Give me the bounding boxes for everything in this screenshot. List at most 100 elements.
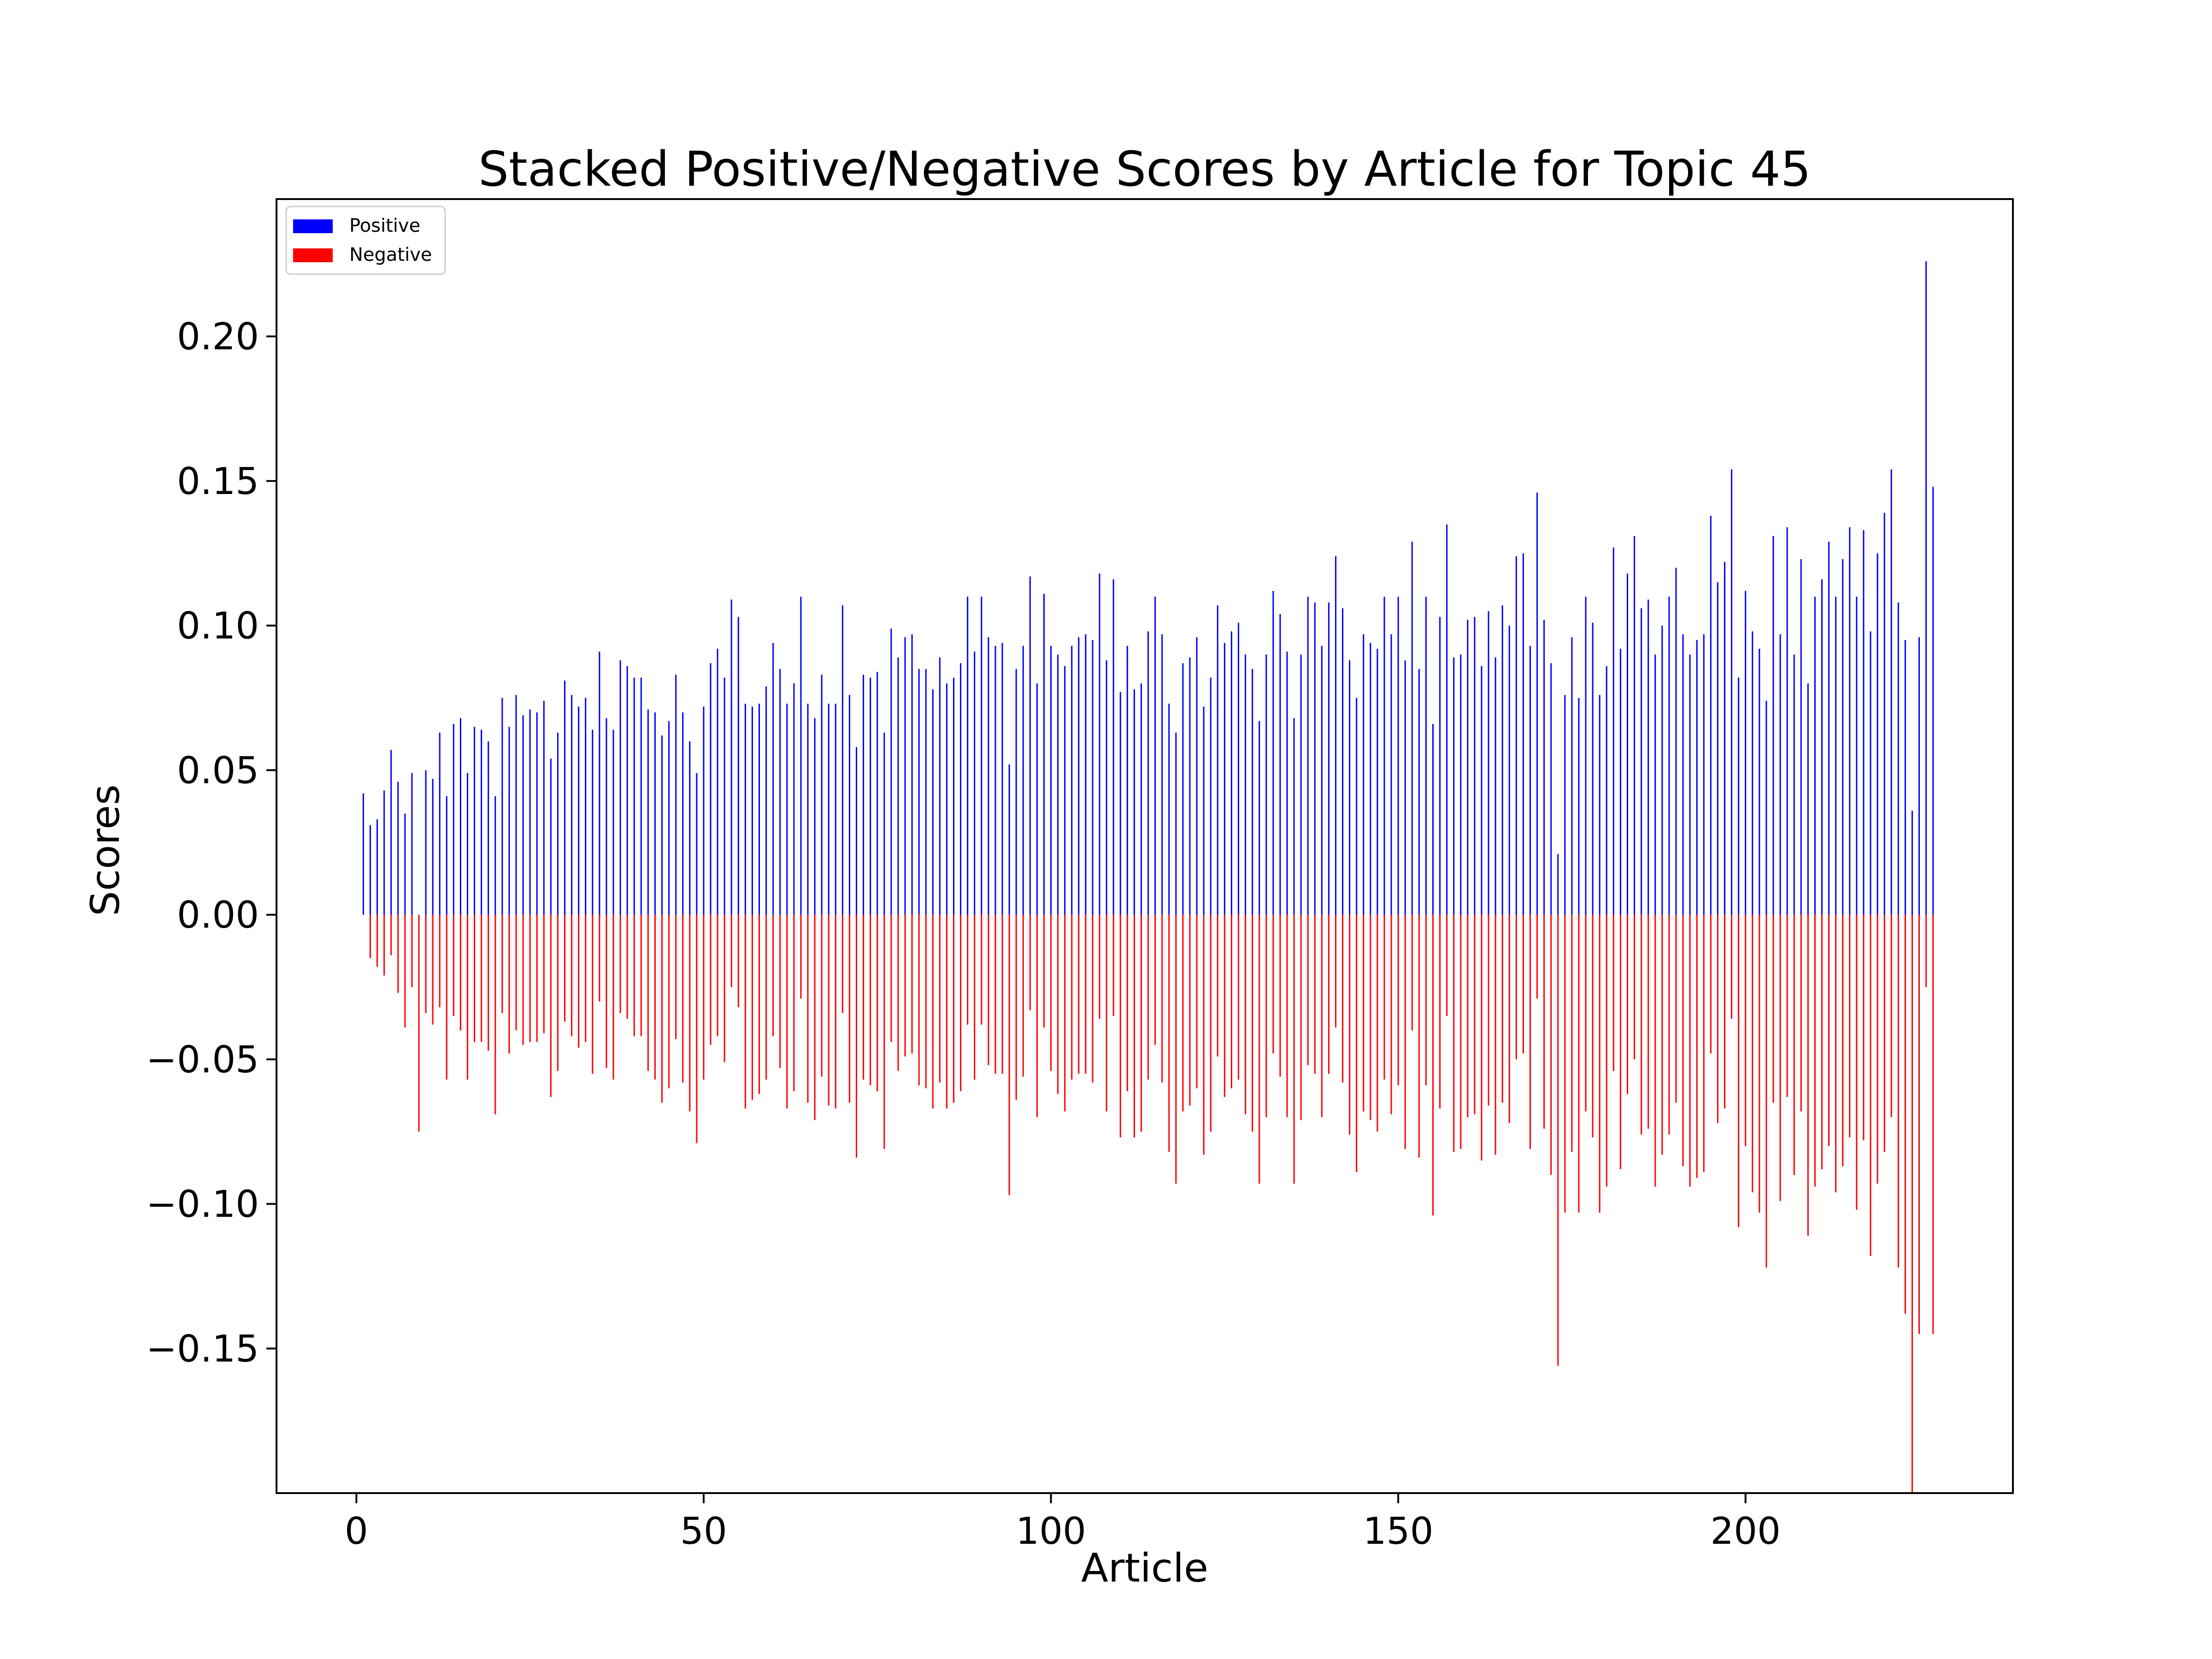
bar-negative [1481, 915, 1483, 1161]
bar-negative [1856, 915, 1858, 1210]
bar-positive [1835, 596, 1837, 915]
bar-negative [543, 915, 545, 1034]
bar-positive [724, 677, 725, 915]
bar-positive [543, 700, 545, 915]
bar-positive [1557, 854, 1559, 915]
bar-positive [744, 703, 746, 915]
bar-positive [1571, 637, 1573, 915]
bar-positive [1064, 666, 1066, 915]
bar-negative [772, 915, 774, 1036]
bar-positive [612, 729, 614, 915]
bar-negative [1932, 915, 1934, 1334]
bar-positive [772, 643, 774, 915]
bar-negative [841, 915, 843, 1013]
bar-positive [730, 600, 732, 915]
bar-negative [717, 915, 718, 1036]
bar-negative [1821, 915, 1823, 1170]
bar-positive [1272, 591, 1274, 915]
bar-negative [1154, 915, 1156, 1045]
bar-positive [1501, 605, 1503, 915]
bar-negative [835, 915, 836, 1109]
bar-negative [1335, 915, 1336, 1028]
bar-negative [446, 915, 447, 1080]
bar-positive [453, 724, 454, 915]
bar-positive [863, 675, 865, 915]
bar-negative [1272, 915, 1274, 1054]
bar-positive [1550, 663, 1552, 915]
bar-positive [870, 677, 871, 915]
bar-positive [1494, 657, 1496, 915]
bar-positive [439, 732, 441, 915]
bar-negative [1001, 915, 1003, 1074]
bar-negative [1800, 915, 1802, 1112]
bar-negative [508, 915, 510, 1054]
bar-negative [1897, 915, 1899, 1268]
bar-negative [453, 915, 454, 1016]
bar-positive [682, 712, 684, 915]
bar-negative [1314, 915, 1316, 1074]
bar-positive [689, 741, 691, 915]
bar-positive [1821, 579, 1823, 915]
bar-positive [1654, 654, 1656, 915]
bar-positive [1029, 576, 1031, 915]
bar-negative [911, 915, 913, 1054]
bar-positive [494, 796, 496, 915]
bar-positive [425, 770, 427, 915]
bar-positive [1057, 654, 1059, 915]
bar-negative [585, 915, 587, 1042]
bar-positive [1363, 634, 1365, 915]
bar-negative [1682, 915, 1684, 1166]
bar-positive [1647, 600, 1649, 915]
bar-positive [1515, 556, 1517, 915]
bar-negative [730, 915, 732, 987]
bar-positive [1259, 721, 1260, 915]
bar-positive [1703, 634, 1705, 915]
bar-positive [1564, 695, 1566, 915]
bar-negative [522, 915, 524, 1045]
bar-positive [404, 813, 406, 915]
bar-negative [466, 915, 468, 1080]
bar-negative [1627, 915, 1629, 1094]
bar-positive [925, 669, 927, 915]
bar-negative [599, 915, 600, 1002]
bar-positive [1335, 556, 1336, 915]
bar-positive [1612, 547, 1614, 915]
bar-positive [501, 698, 503, 915]
bar-positive [1286, 652, 1288, 915]
bar-negative [536, 915, 538, 1042]
bar-positive [1370, 643, 1371, 915]
bar-negative [1842, 915, 1844, 1166]
bar-positive [1203, 706, 1205, 915]
bar-negative [1661, 915, 1663, 1155]
bar-positive [1814, 596, 1816, 915]
bar-positive [1279, 614, 1281, 915]
bar-negative [1036, 915, 1038, 1118]
bar-negative [1793, 915, 1795, 1175]
bar-negative [383, 915, 385, 976]
bar-negative [1467, 915, 1469, 1118]
bar-negative [1731, 915, 1733, 1019]
bar-positive [1390, 634, 1392, 915]
bar-positive [1543, 619, 1545, 915]
bar-negative [571, 915, 573, 1036]
bar-negative [1446, 915, 1448, 1016]
bar-positive [1904, 640, 1906, 915]
bar-positive [974, 652, 976, 915]
bar-positive [1606, 666, 1607, 915]
bar-positive [1619, 648, 1621, 915]
bar-positive [1036, 683, 1038, 915]
bar-positive [1682, 634, 1684, 915]
bar-negative [1161, 915, 1163, 1082]
bar-positive [1133, 689, 1135, 915]
bar-negative [1578, 915, 1580, 1213]
bar-negative [1557, 915, 1559, 1366]
bar-negative [529, 915, 531, 1042]
bar-positive [1717, 582, 1718, 915]
bar-negative [1710, 915, 1712, 1054]
bar-negative [786, 915, 788, 1109]
bar-positive [668, 721, 670, 915]
bar-negative [1654, 915, 1656, 1187]
bar-positive [703, 706, 705, 915]
bar-positive [529, 709, 531, 915]
bar-negative [981, 915, 982, 1025]
